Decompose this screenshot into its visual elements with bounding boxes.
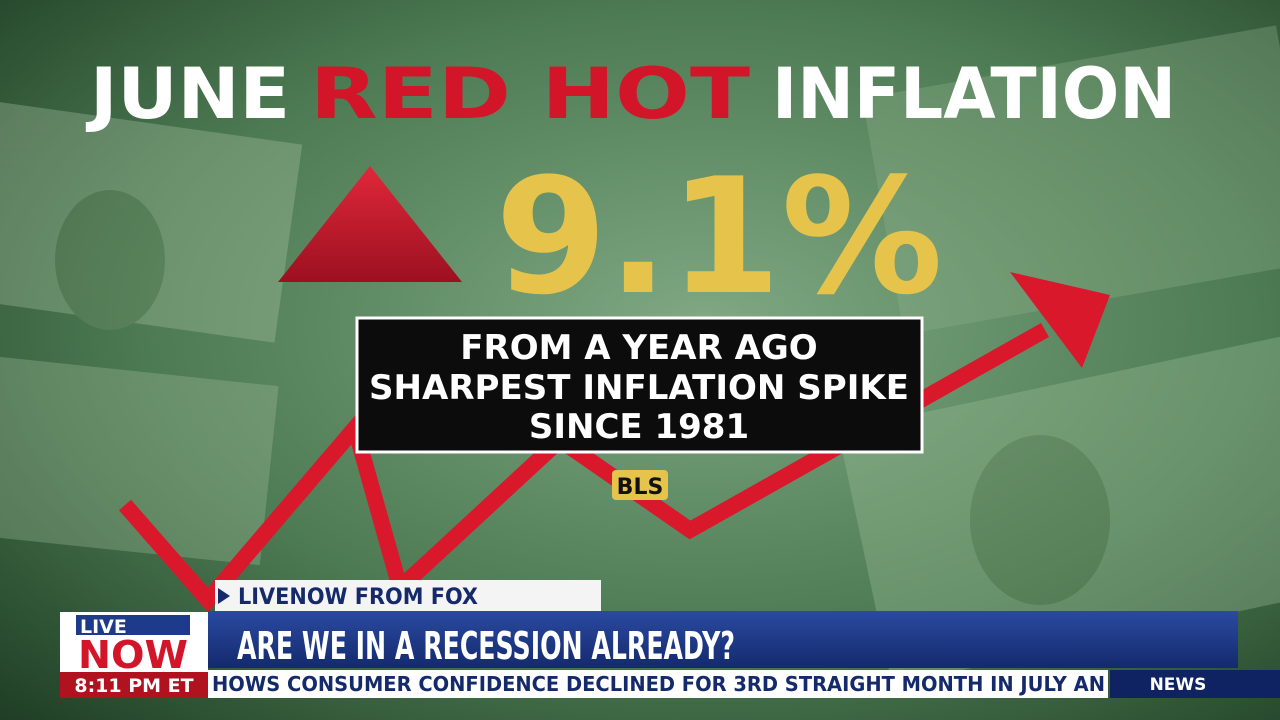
ticker-bar — [208, 670, 1108, 698]
headline-highlight: RED HOT — [310, 53, 750, 135]
source-label: BLS — [617, 475, 664, 500]
bill — [862, 25, 1280, 335]
network-tag: LIVENOW FROM FOX — [238, 585, 478, 610]
network-tag-bar — [215, 580, 601, 611]
headline-word: JUNE — [86, 53, 290, 135]
time-bar — [60, 672, 208, 698]
time: 8:11 PM ET — [74, 675, 193, 697]
source-badge — [612, 470, 668, 500]
bill — [837, 335, 1280, 685]
arrow-head — [1010, 272, 1110, 368]
bill — [0, 354, 279, 566]
ticker-label-box — [1110, 670, 1280, 698]
logo-bottom: NOW — [78, 633, 188, 677]
bill — [0, 98, 303, 343]
caption-line: SHARPEST INFLATION SPIKE — [369, 368, 909, 408]
ticker-label: NEWS — [1150, 675, 1207, 695]
caption-box — [355, 316, 924, 454]
portrait — [55, 190, 165, 330]
caption-line: SINCE 1981 — [529, 407, 749, 447]
logo-top-band — [76, 615, 190, 635]
headline-bar — [208, 611, 1238, 668]
logo-top: LIVE — [80, 616, 127, 638]
caption-line: FROM A YEAR AGO — [460, 328, 817, 368]
ticker-text: HOWS CONSUMER CONFIDENCE DECLINED FOR 3R… — [212, 672, 1105, 696]
up-triangle — [278, 166, 462, 282]
headline-word: INFLATION — [772, 53, 1176, 135]
stat-figure: 9.1% — [495, 143, 943, 330]
lower-third-headline: ARE WE IN A RECESSION ALREADY? — [237, 624, 735, 668]
money-bills — [0, 25, 1280, 685]
portrait — [970, 435, 1110, 605]
tag-marker — [218, 588, 230, 604]
